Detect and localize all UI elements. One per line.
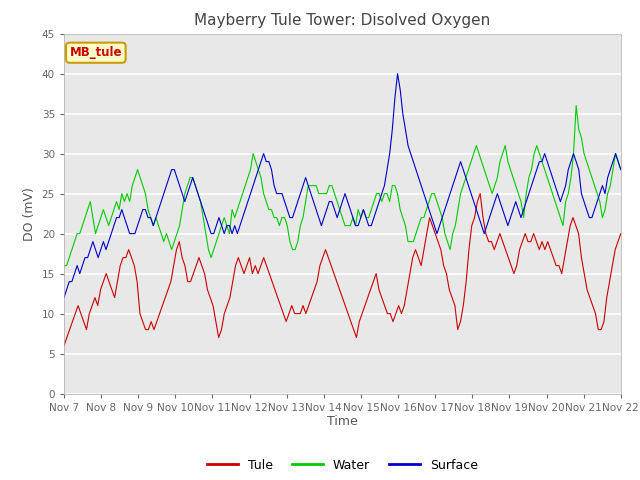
Legend: Tule, Water, Surface: Tule, Water, Surface: [202, 454, 483, 477]
Surface: [210, 231, 218, 237]
Surface: [336, 207, 344, 213]
Surface: [60, 295, 68, 300]
Tule: [344, 311, 352, 316]
Text: MB_tule: MB_tule: [70, 46, 122, 59]
X-axis label: Time: Time: [327, 415, 358, 429]
Water: [572, 103, 580, 108]
Tule: [544, 239, 552, 244]
Tule: [260, 255, 268, 261]
Surface: [163, 183, 170, 189]
Tule: [600, 319, 608, 324]
Tule: [60, 343, 68, 348]
Surface: [394, 71, 401, 76]
Water: [336, 207, 344, 213]
Line: Tule: Tule: [64, 193, 621, 346]
Tule: [577, 255, 585, 261]
Water: [189, 175, 196, 180]
Surface: [617, 167, 625, 172]
Title: Mayberry Tule Tower: Disolved Oxygen: Mayberry Tule Tower: Disolved Oxygen: [195, 13, 490, 28]
Tule: [310, 287, 318, 292]
Water: [252, 159, 260, 165]
Y-axis label: DO (mV): DO (mV): [23, 187, 36, 240]
Water: [60, 263, 68, 268]
Water: [617, 167, 625, 172]
Water: [163, 231, 170, 237]
Line: Surface: Surface: [64, 73, 621, 298]
Surface: [252, 175, 260, 180]
Water: [210, 247, 218, 252]
Tule: [476, 191, 484, 196]
Surface: [189, 175, 196, 180]
Surface: [76, 271, 84, 276]
Line: Water: Water: [64, 106, 621, 265]
Tule: [617, 231, 625, 237]
Water: [76, 231, 84, 237]
